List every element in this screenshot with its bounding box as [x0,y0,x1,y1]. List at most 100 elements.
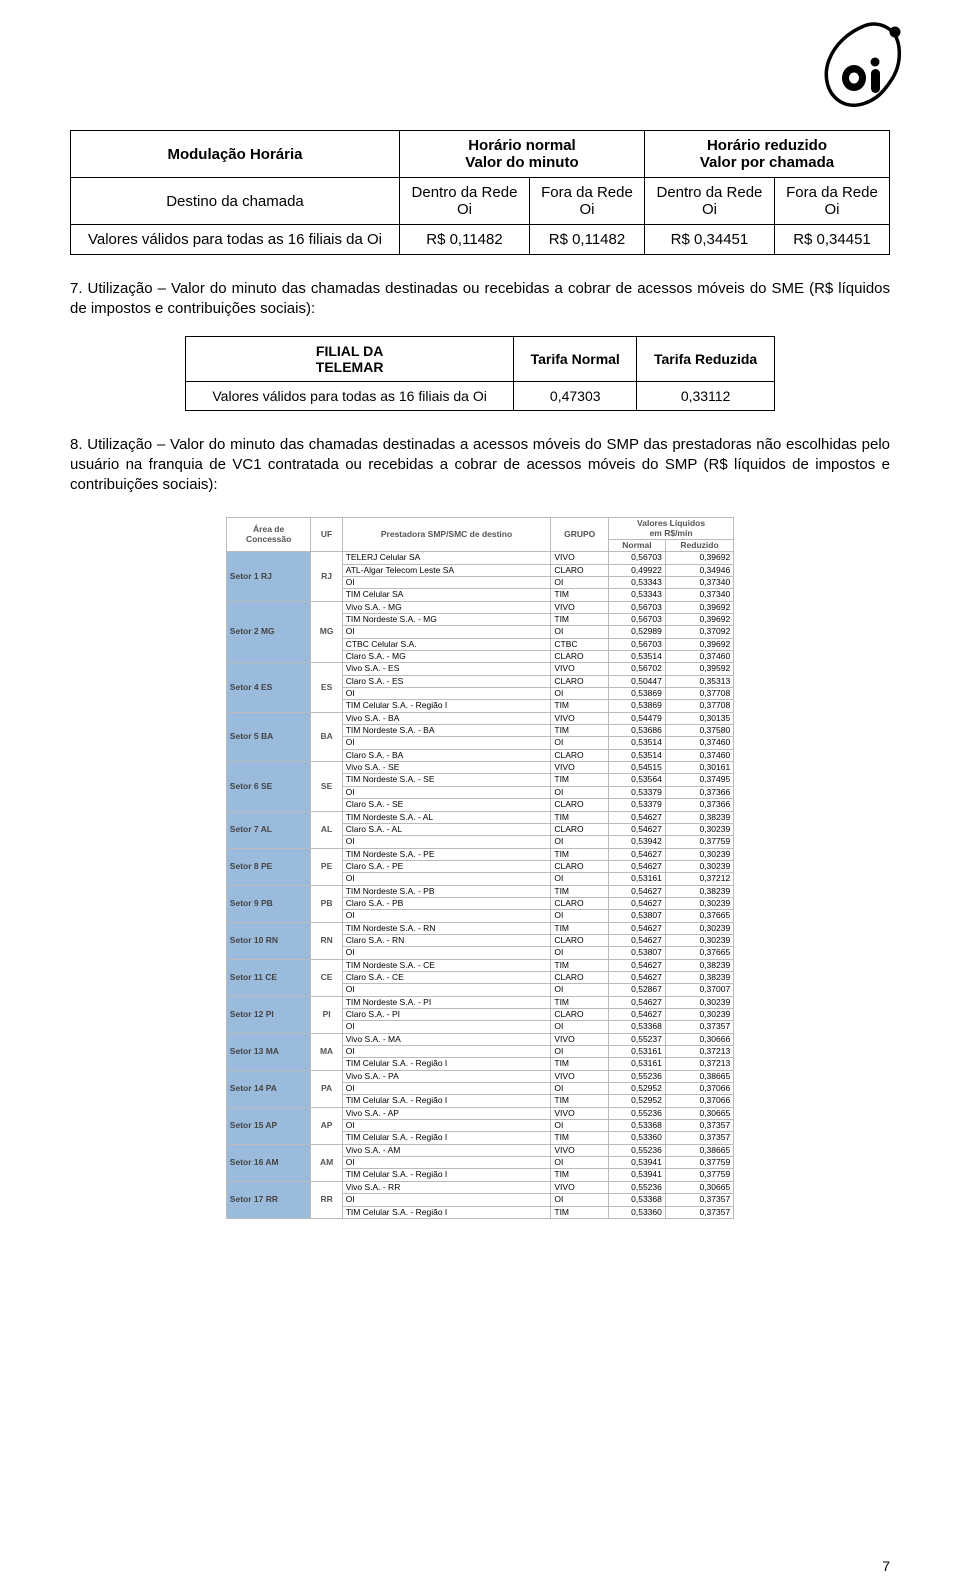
provider-cell: Vivo S.A. - PA [342,1070,551,1082]
normal-cell: 0,53368 [608,1120,665,1132]
provider-cell: Claro S.A. - MG [342,651,551,663]
group-cell: VIVO [551,762,609,774]
oi-logo [819,18,904,118]
reduzido-cell: 0,37357 [665,1120,733,1132]
reduzido-cell: 0,30239 [665,823,733,835]
provider-cell: OI [342,737,551,749]
normal-cell: 0,52867 [608,984,665,996]
reduzido-cell: 0,34946 [665,564,733,576]
t1-fora-1: Fora da Rede Oi [529,178,644,225]
reduzido-cell: 0,37357 [665,1021,733,1033]
provider-cell: OI [342,984,551,996]
normal-cell: 0,53564 [608,774,665,786]
group-cell: VIVO [551,1181,609,1193]
provider-cell: Vivo S.A. - BA [342,712,551,724]
normal-cell: 0,54627 [608,959,665,971]
table-modulacao: Modulação Horária Horário normal Valor d… [70,130,890,255]
t2-h1: Tarifa Normal [514,336,637,381]
uf-cell: PE [311,848,342,885]
sector-cell: Setor 4 ES [226,663,311,712]
normal-cell: 0,53941 [608,1157,665,1169]
uf-cell: AL [311,811,342,848]
group-cell: OI [551,1120,609,1132]
provider-cell: Claro S.A. - CE [342,971,551,983]
group-cell: OI [551,688,609,700]
provider-cell: OI [342,873,551,885]
group-cell: TIM [551,1169,609,1181]
bh-area: Área de Concessão [226,518,311,552]
normal-cell: 0,54479 [608,712,665,724]
group-cell: TIM [551,848,609,860]
normal-cell: 0,55236 [608,1070,665,1082]
table-row: Setor 14 PAPAVivo S.A. - PAVIVO0,552360,… [226,1070,733,1082]
normal-cell: 0,53343 [608,589,665,601]
normal-cell: 0,55236 [608,1144,665,1156]
provider-cell: TIM Nordeste S.A. - AL [342,811,551,823]
table-row: Setor 5 BABAVivo S.A. - BAVIVO0,544790,3… [226,712,733,724]
uf-cell: PI [311,996,342,1033]
table-row: Setor 15 APAPVivo S.A. - APVIVO0,552360,… [226,1107,733,1119]
reduzido-cell: 0,37092 [665,626,733,638]
uf-cell: RN [311,922,342,959]
normal-cell: 0,52989 [608,626,665,638]
normal-cell: 0,53161 [608,1058,665,1070]
reduzido-cell: 0,37366 [665,786,733,798]
normal-cell: 0,54627 [608,848,665,860]
sector-cell: Setor 10 RN [226,922,311,959]
normal-cell: 0,54627 [608,934,665,946]
provider-cell: TIM Celular S.A. - Região I [342,1169,551,1181]
group-cell: OI [551,1046,609,1058]
uf-cell: ES [311,663,342,712]
reduzido-cell: 0,37759 [665,1157,733,1169]
normal-cell: 0,54627 [608,811,665,823]
reduzido-cell: 0,37213 [665,1046,733,1058]
provider-cell: TIM Celular S.A. - Região I [342,1132,551,1144]
reduzido-cell: 0,38239 [665,971,733,983]
reduzido-cell: 0,37340 [665,589,733,601]
reduzido-cell: 0,37213 [665,1058,733,1070]
tariff-table-container: Área de Concessão UF Prestadora SMP/SMC … [226,517,734,1219]
bh-dest: Prestadora SMP/SMC de destino [342,518,551,552]
t2-h2: Tarifa Reduzida [637,336,775,381]
provider-cell: TIM Celular S.A. - Região I [342,1206,551,1218]
provider-cell: TIM Celular S.A. - Região I [342,1058,551,1070]
bh-reduzido: Reduzido [665,539,733,551]
t1-dentro-1: Dentro da Rede Oi [399,178,529,225]
group-cell: CLARO [551,1009,609,1021]
reduzido-cell: 0,30239 [665,848,733,860]
provider-cell: OI [342,1083,551,1095]
group-cell: OI [551,576,609,588]
normal-cell: 0,53368 [608,1194,665,1206]
normal-cell: 0,54627 [608,885,665,897]
normal-cell: 0,53343 [608,576,665,588]
group-cell: TIM [551,1095,609,1107]
normal-cell: 0,53379 [608,799,665,811]
normal-cell: 0,56703 [608,601,665,613]
group-cell: VIVO [551,712,609,724]
normal-cell: 0,53360 [608,1206,665,1218]
t1-h-modulacao: Modulação Horária [71,131,400,178]
reduzido-cell: 0,30239 [665,922,733,934]
group-cell: OI [551,1194,609,1206]
normal-cell: 0,53941 [608,1169,665,1181]
group-cell: OI [551,1083,609,1095]
reduzido-cell: 0,30666 [665,1033,733,1045]
sector-cell: Setor 9 PB [226,885,311,922]
reduzido-cell: 0,30665 [665,1181,733,1193]
group-cell: TIM [551,700,609,712]
reduzido-cell: 0,37007 [665,984,733,996]
provider-cell: OI [342,947,551,959]
provider-cell: OI [342,1021,551,1033]
reduzido-cell: 0,37708 [665,688,733,700]
normal-cell: 0,54627 [608,996,665,1008]
reduzido-cell: 0,37340 [665,576,733,588]
uf-cell: RJ [311,552,342,601]
normal-cell: 0,56702 [608,663,665,675]
bh-uf: UF [311,518,342,552]
provider-cell: TIM Nordeste S.A. - CE [342,959,551,971]
bh-valores: Valores Líquidos em R$/min [608,518,733,540]
reduzido-cell: 0,37665 [665,910,733,922]
normal-cell: 0,56703 [608,638,665,650]
normal-cell: 0,53161 [608,1046,665,1058]
normal-cell: 0,56703 [608,552,665,564]
